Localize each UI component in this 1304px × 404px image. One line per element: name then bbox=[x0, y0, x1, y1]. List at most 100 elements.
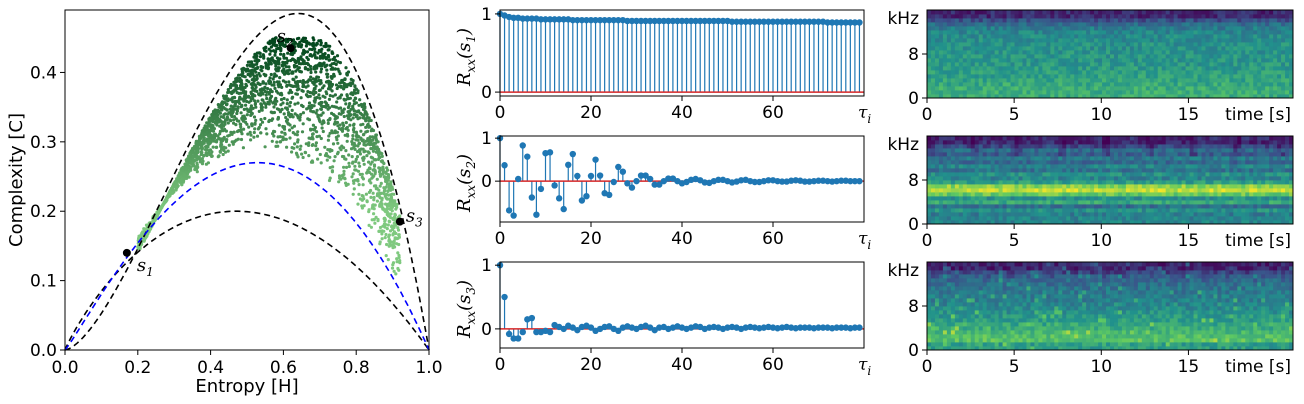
spectrogram-cell bbox=[978, 54, 984, 59]
scatter-point bbox=[354, 87, 358, 91]
scatter-point bbox=[349, 118, 353, 122]
spectrogram-cell bbox=[1038, 62, 1043, 67]
scatter-point bbox=[328, 94, 332, 98]
spectrogram-cell bbox=[1078, 22, 1083, 27]
scatter-point bbox=[248, 64, 252, 68]
spectrogram-cell bbox=[1074, 86, 1079, 91]
scatter-point bbox=[237, 119, 241, 123]
spectrogram-cell bbox=[1110, 42, 1115, 47]
spectrogram-cell bbox=[938, 74, 944, 79]
scatter-point bbox=[306, 68, 310, 72]
spectrogram-cell bbox=[1082, 38, 1087, 43]
spectrogram-cell bbox=[1090, 82, 1095, 87]
spectrogram-cell bbox=[978, 58, 984, 63]
spectrogram-cell bbox=[1038, 86, 1043, 91]
spectrogram-cell bbox=[1261, 30, 1266, 35]
scatter-point bbox=[334, 105, 338, 109]
scatter-point bbox=[348, 96, 352, 100]
spectrogram-cell bbox=[1046, 26, 1051, 31]
scatter-point bbox=[155, 214, 159, 218]
scatter-point bbox=[367, 141, 371, 145]
scatter-point bbox=[326, 138, 330, 142]
scatter-point bbox=[330, 50, 334, 54]
scatter-point bbox=[320, 126, 324, 130]
spectrogram-cell bbox=[998, 34, 1003, 39]
scatter-point bbox=[356, 138, 360, 142]
scatter-point bbox=[328, 63, 333, 67]
stem-marker bbox=[519, 328, 526, 336]
spectrogram-cell bbox=[986, 46, 992, 51]
spectrogram-cell bbox=[1058, 66, 1063, 71]
scatter-point bbox=[358, 148, 362, 152]
spectrogram-cell bbox=[1110, 30, 1115, 35]
scatter-point bbox=[261, 81, 265, 85]
scatter-point bbox=[218, 150, 222, 154]
scatter-point bbox=[351, 134, 355, 138]
scatter-point bbox=[208, 119, 213, 123]
spectrogram-cell bbox=[950, 46, 956, 51]
scatter-point bbox=[342, 169, 346, 173]
x-tick-label: 20 bbox=[580, 103, 602, 123]
x-tick-label: 1.0 bbox=[415, 358, 442, 378]
spectrogram-cell bbox=[1121, 58, 1127, 63]
spectrogram-cell bbox=[1006, 26, 1011, 31]
spectrogram-cell bbox=[954, 18, 960, 23]
spectrogram-cell bbox=[1121, 90, 1127, 95]
spectrogram-cell bbox=[1205, 58, 1210, 63]
spectrogram-cell bbox=[1125, 18, 1131, 23]
spectrogram-cell bbox=[1098, 22, 1103, 27]
spectrogram-cell bbox=[1197, 26, 1202, 31]
scatter-point bbox=[179, 179, 183, 183]
spectrogram-cell bbox=[1253, 86, 1258, 91]
spectrogram-cell bbox=[1285, 66, 1290, 71]
spectrogram-cell bbox=[1078, 82, 1083, 87]
spectrogram-cell bbox=[974, 86, 980, 91]
scatter-point bbox=[221, 137, 225, 141]
spectrogram-cell bbox=[1117, 58, 1123, 63]
scatter-point bbox=[313, 96, 317, 100]
spectrogram-cell bbox=[1042, 90, 1047, 95]
scatter-point bbox=[358, 152, 362, 156]
spectrogram-cell bbox=[1237, 74, 1242, 79]
spectrogram-cell bbox=[986, 18, 992, 23]
spectrogram-cell bbox=[942, 50, 948, 55]
spectrogram-cell bbox=[1141, 38, 1147, 43]
x-tick-label: 40 bbox=[671, 229, 693, 249]
spectrogram-cell bbox=[1030, 50, 1035, 55]
spectrogram-cell bbox=[1018, 22, 1023, 27]
scatter-point bbox=[334, 83, 339, 87]
spectrogram-cell bbox=[966, 22, 972, 27]
spectrogram-cell bbox=[938, 34, 944, 39]
spectrogram-cell bbox=[1245, 70, 1250, 75]
spectrogram-cell bbox=[1070, 78, 1075, 83]
scatter-point bbox=[231, 110, 235, 114]
spectrogram-cell bbox=[930, 42, 936, 47]
spectrogram-cell bbox=[1197, 50, 1202, 55]
scatter-point bbox=[347, 104, 351, 108]
spectrogram-cell bbox=[1082, 50, 1087, 55]
spectrogram-cell bbox=[1094, 34, 1099, 39]
spectrogram-cell bbox=[1277, 82, 1282, 87]
spectrogram-cell bbox=[1177, 62, 1183, 67]
spectrogram-cell bbox=[1197, 30, 1202, 35]
spectrogram-cell bbox=[1098, 26, 1103, 31]
x-tick-label: 40 bbox=[671, 103, 693, 123]
spectrogram-cell bbox=[994, 70, 1000, 75]
spectrogram-cell bbox=[1086, 38, 1091, 43]
scatter-point bbox=[315, 75, 319, 79]
spectrogram-cell bbox=[962, 58, 968, 63]
scatter-point bbox=[353, 168, 357, 172]
spectrogram-cell bbox=[1177, 90, 1183, 95]
spectrogram-cell bbox=[1125, 74, 1131, 79]
spectrogram-cell bbox=[1006, 50, 1011, 55]
spectrogram-cell bbox=[1205, 90, 1210, 95]
spectrogram-cell bbox=[986, 22, 992, 27]
scatter-point bbox=[307, 136, 311, 140]
spectrogram-cell bbox=[938, 90, 944, 95]
spectrogram-cell bbox=[1046, 78, 1051, 83]
spectrogram-cell bbox=[1141, 46, 1147, 51]
spectrogram-cell bbox=[1010, 46, 1015, 51]
spectrogram-cell bbox=[1074, 50, 1079, 55]
scatter-point bbox=[243, 75, 247, 79]
scatter-point bbox=[230, 140, 234, 144]
